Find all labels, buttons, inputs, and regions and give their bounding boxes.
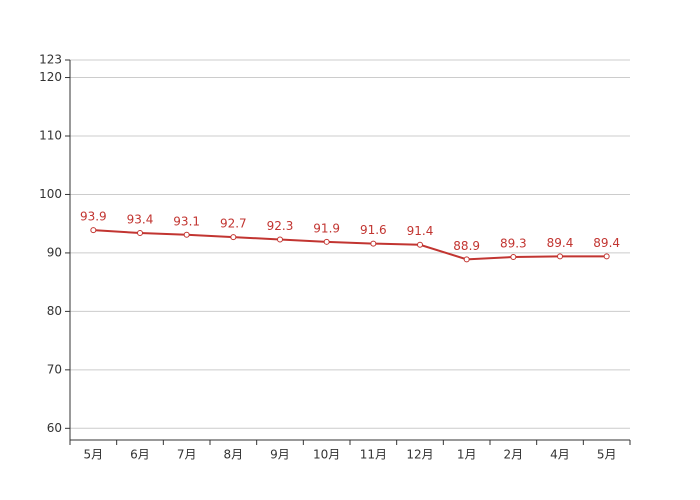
x-tick-label: 11月	[360, 448, 387, 462]
data-label: 89.3	[500, 237, 527, 251]
point	[510, 254, 517, 261]
data-label: 91.9	[313, 221, 340, 235]
point	[463, 256, 470, 263]
y-tick-label: 70	[47, 362, 62, 376]
x-tick-label: 4月	[550, 448, 570, 462]
y-tick-label: 60	[47, 421, 62, 435]
data-label: 93.9	[80, 210, 107, 224]
point	[370, 240, 377, 247]
data-label: 88.9	[453, 239, 480, 253]
x-tick-label: 6月	[130, 448, 150, 462]
data-label: 89.4	[547, 236, 574, 250]
x-tick-label: 10月	[313, 448, 340, 462]
point	[137, 230, 143, 237]
data-label: 91.4	[407, 224, 434, 238]
x-tick-label: 5月	[84, 448, 104, 462]
point	[417, 241, 423, 248]
x-tick-label: 8月	[224, 448, 244, 462]
x-tick-label: 1月	[457, 448, 477, 462]
point	[557, 253, 563, 260]
point	[603, 253, 610, 260]
data-label: 92.7	[220, 217, 247, 231]
line	[93, 229, 607, 261]
y-tick-label: 90	[47, 245, 62, 259]
y-tick-label: 100	[39, 187, 62, 201]
y-tick-label: 110	[39, 129, 62, 143]
point	[230, 234, 237, 241]
point	[183, 231, 190, 238]
point	[277, 236, 283, 243]
y-tick-label: 80	[47, 304, 62, 318]
x-tick-label: 2月	[504, 448, 524, 462]
data-label: 92.3	[267, 219, 294, 233]
data-label: 89.4	[593, 236, 620, 250]
data-label: 91.6	[360, 223, 387, 237]
x-tick-label: 7月	[177, 448, 197, 462]
point	[323, 238, 330, 245]
x-tick-label: 5月	[597, 448, 617, 462]
point	[90, 227, 97, 234]
x-tick-label: 12月	[406, 448, 433, 462]
y-tick-label: 120	[39, 70, 62, 84]
data-label: 93.4	[127, 213, 154, 227]
y-tick-label: 123	[39, 53, 62, 67]
data-label: 93.1	[173, 214, 200, 228]
x-tick-label: 9月	[270, 448, 290, 462]
